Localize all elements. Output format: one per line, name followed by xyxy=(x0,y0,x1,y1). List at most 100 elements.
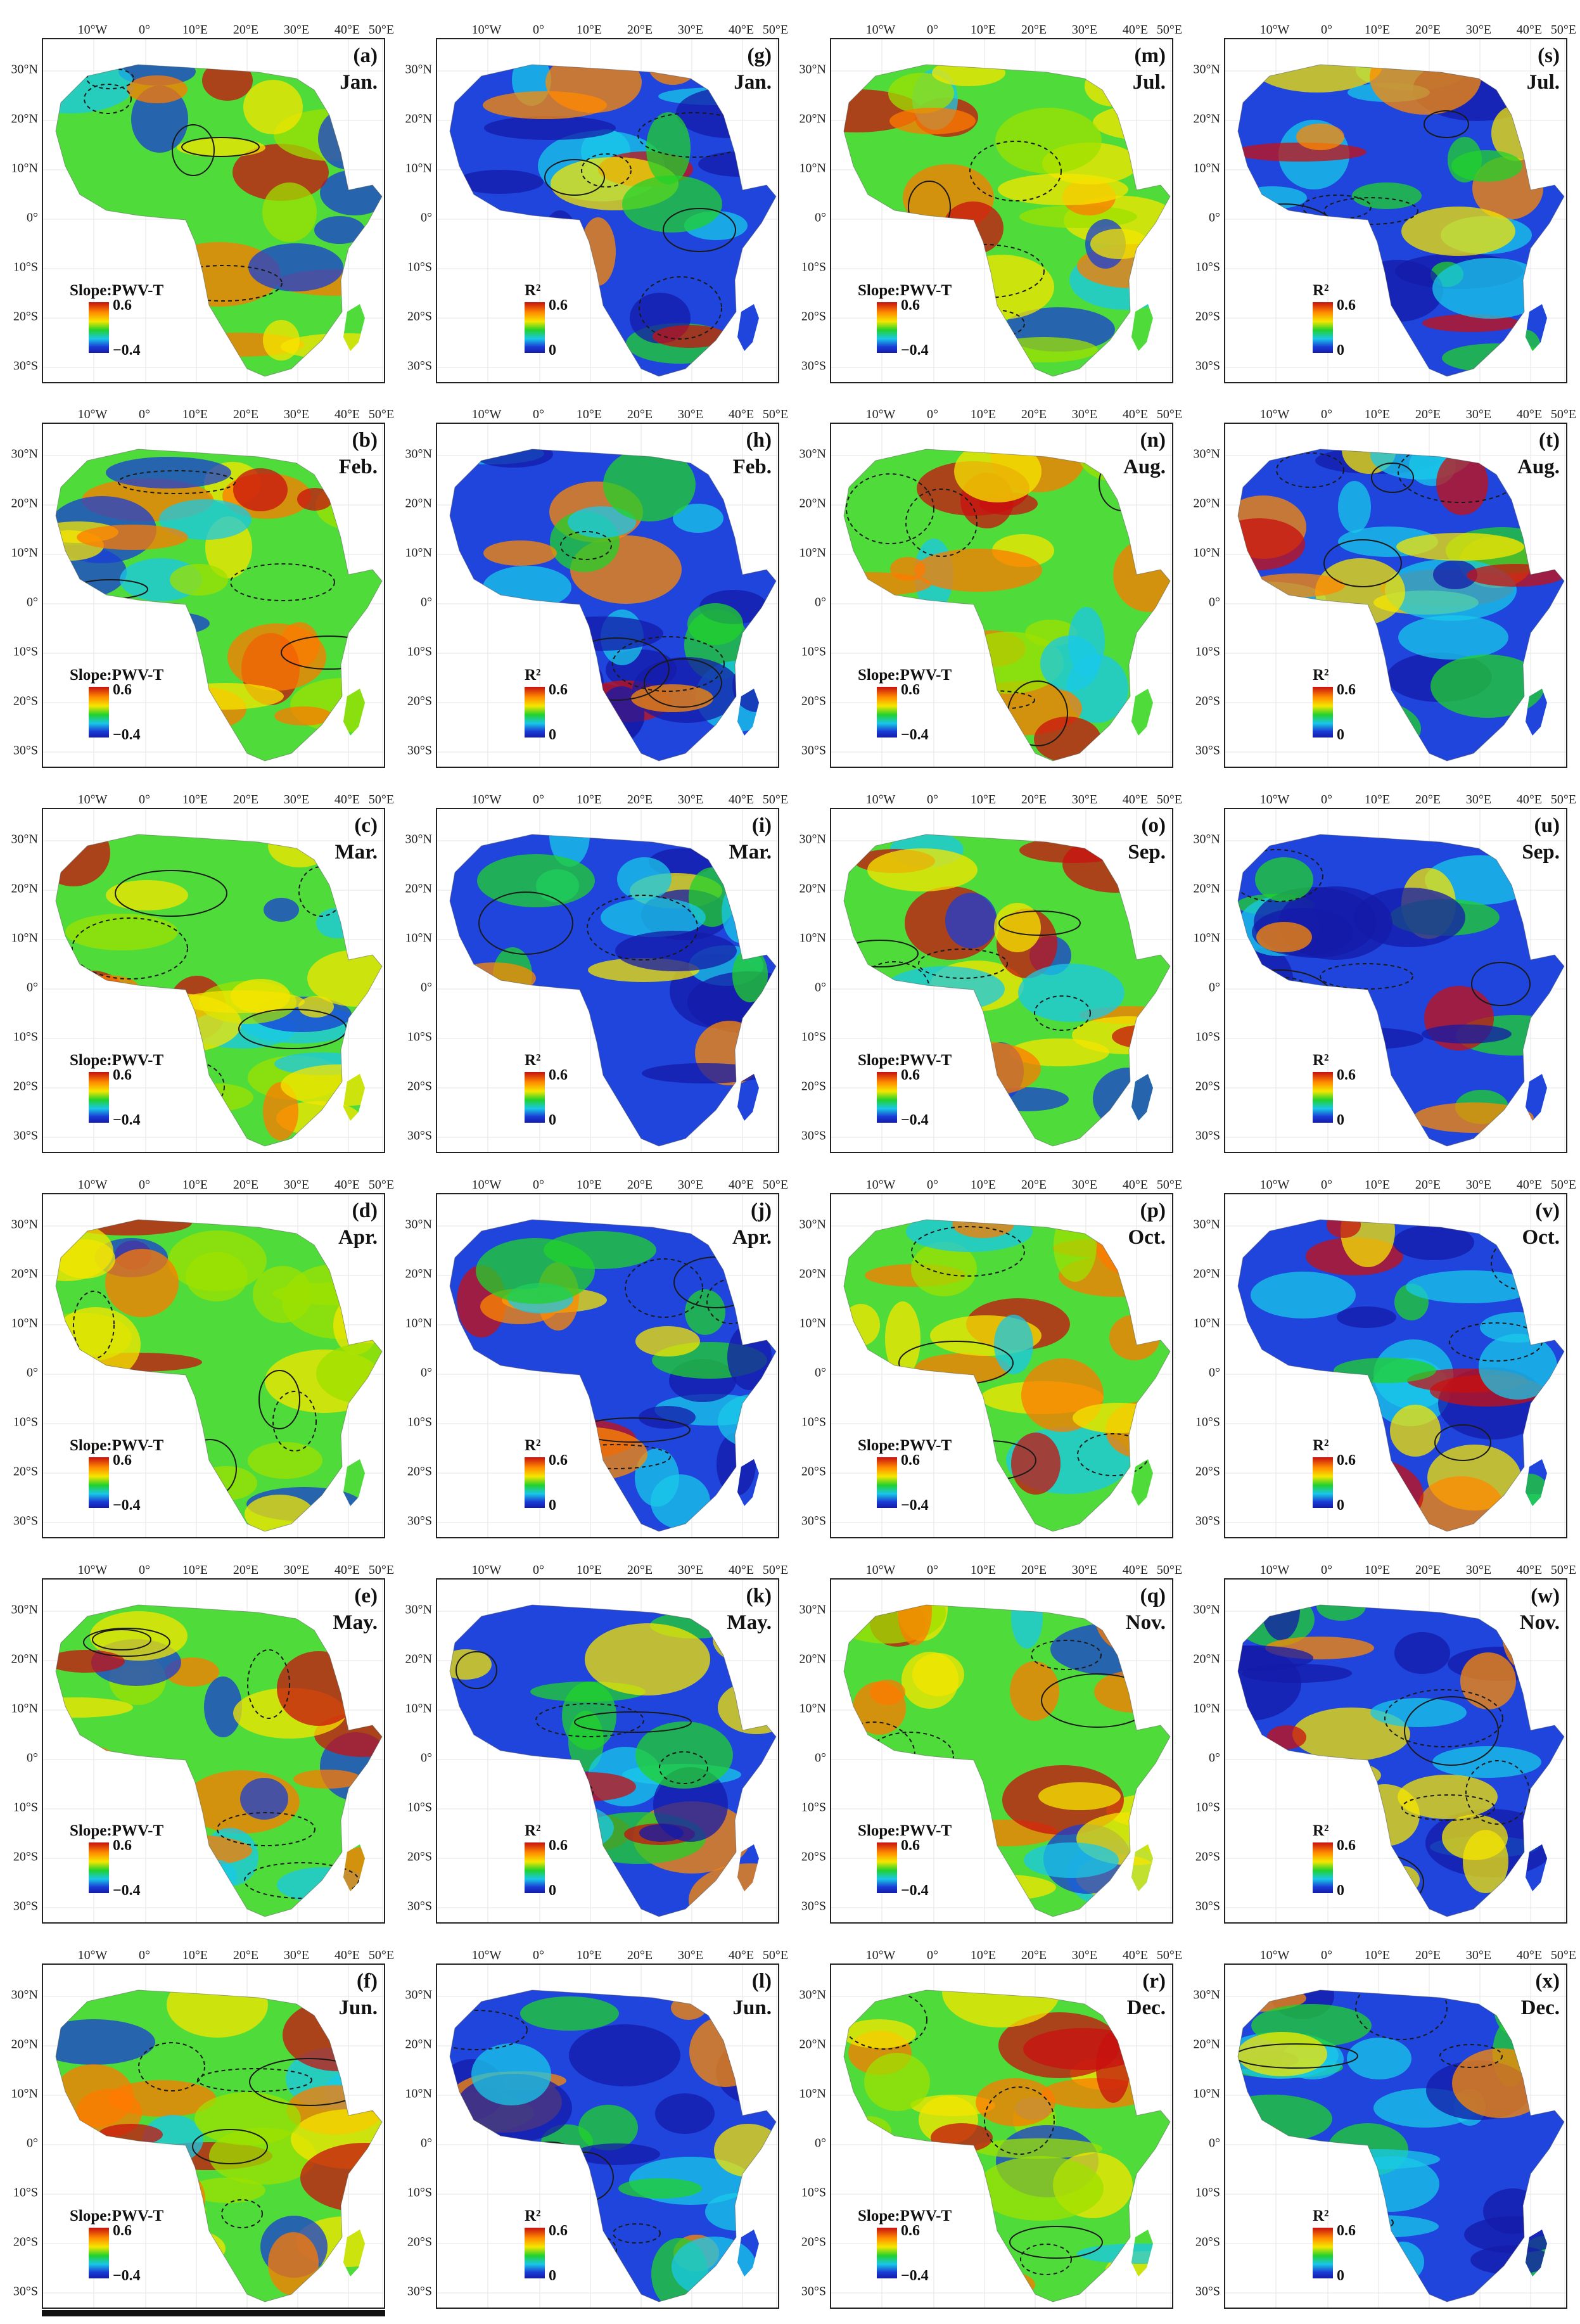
map-panel-h: 10°W 0° 10°E 20°E 30°E 40°E 50°E 30°N 20°N 10°N 0°… xyxy=(405,407,788,768)
colorbar-legend: Slope:PWV-T 0.6 −0.4 xyxy=(70,282,163,359)
longitude-tick-label: 50°E xyxy=(1156,1178,1183,1192)
map-frame xyxy=(42,423,385,768)
panel-label: (r) xyxy=(1142,1970,1166,1993)
longitude-tick-label: 40°E xyxy=(1122,1178,1149,1192)
longitude-tick-label: 10°E xyxy=(970,1948,997,1962)
map-panel-e: 10°W 0° 10°E 20°E 30°E 40°E 50°E 30°N 20°N 10°N 0°… xyxy=(11,1563,394,1924)
map-panel-j: 10°W 0° 10°E 20°E 30°E 40°E 50°E 30°N 20°N 10°N 0°… xyxy=(405,1178,788,1538)
latitude-tick-label: 10°S xyxy=(407,2185,432,2200)
latitude-tick-label: 10°N xyxy=(11,546,38,560)
map-frame xyxy=(830,38,1173,383)
colorbar-legend: R² 0.6 0 xyxy=(1313,282,1381,359)
legend-min: −0.4 xyxy=(113,1882,141,1899)
legend-max: 0.6 xyxy=(1337,682,1356,698)
latitude-tick-label: 20°S xyxy=(801,309,826,324)
longitude-tick-label: 40°E xyxy=(1516,23,1543,37)
longitude-tick-label: 10°W xyxy=(1259,23,1290,37)
map-frame xyxy=(1224,1963,1567,2309)
colorbar-gradient xyxy=(89,302,109,353)
longitude-tick-label: 10°W xyxy=(865,23,896,37)
colorbar-legend: Slope:PWV-T 0.6 −0.4 xyxy=(70,1052,163,1128)
legend-title: Slope:PWV-T xyxy=(858,1052,952,1069)
colorbar-gradient xyxy=(877,302,897,353)
legend-min: 0 xyxy=(1337,1112,1344,1128)
longitude-tick-label: 10°W xyxy=(865,1178,896,1192)
longitude-tick-label: 20°E xyxy=(233,1563,259,1577)
map-frame xyxy=(830,1963,1173,2309)
legend-title: R² xyxy=(1313,667,1329,684)
latitude-tick-label: 30°S xyxy=(407,1128,432,1143)
latitude-tick-label: 20°N xyxy=(405,1267,432,1281)
longitude-tick-label: 40°E xyxy=(334,793,360,807)
longitude-tick-label: 10°W xyxy=(471,407,502,421)
longitude-tick-label: 10°E xyxy=(576,1948,602,1962)
longitude-tick-label: 0° xyxy=(1321,1948,1332,1962)
panel-label: (s) xyxy=(1538,44,1560,67)
longitude-tick-label: 10°W xyxy=(77,1178,108,1192)
latitude-tick-label: 10°S xyxy=(407,644,432,659)
longitude-tick-label: 0° xyxy=(927,1563,938,1577)
colorbar-legend: R² 0.6 0 xyxy=(525,282,593,359)
map-panel-l: 10°W 0° 10°E 20°E 30°E 40°E 50°E 30°N 20°N 10°N 0°… xyxy=(405,1948,788,2309)
longitude-tick-label: 10°E xyxy=(1364,1178,1391,1192)
legend-max: 0.6 xyxy=(901,1452,920,1469)
colorbar-legend: R² 0.6 0 xyxy=(1313,1822,1381,1899)
latitude-tick-label: 20°S xyxy=(407,2235,432,2249)
longitude-tick-label: 0° xyxy=(533,1563,544,1577)
panel-month: Jun. xyxy=(338,1996,378,2019)
latitude-tick-label: 0° xyxy=(1209,980,1220,995)
latitude-tick-label: 10°S xyxy=(13,644,38,659)
longitude-tick-label: 50°E xyxy=(368,1563,395,1577)
latitude-tick-label: 10°N xyxy=(11,1316,38,1331)
legend-title: R² xyxy=(1313,1052,1329,1069)
colorbar-legend: Slope:PWV-T 0.6 −0.4 xyxy=(70,1822,163,1899)
latitude-tick-label: 10°S xyxy=(407,1800,432,1815)
map-panel-m: 10°W 0° 10°E 20°E 30°E 40°E 50°E 30°N 20°N 10°N 0°… xyxy=(800,23,1182,383)
map-field xyxy=(450,65,776,376)
longitude-tick-label: 50°E xyxy=(1550,23,1577,37)
legend-min: −0.4 xyxy=(901,342,929,359)
longitude-tick-label: 50°E xyxy=(368,407,395,421)
legend-title: Slope:PWV-T xyxy=(70,1437,164,1454)
latitude-tick-label: 20°S xyxy=(801,1849,826,1864)
colorbar-legend: Slope:PWV-T 0.6 −0.4 xyxy=(70,667,163,743)
latitude-tick-label: 0° xyxy=(421,980,432,995)
longitude-tick-label: 40°E xyxy=(728,1948,755,1962)
map-frame xyxy=(436,423,779,768)
legend-min: 0 xyxy=(1337,727,1344,743)
latitude-tick-label: 20°S xyxy=(13,309,38,324)
legend-min: −0.4 xyxy=(901,1882,929,1899)
latitude-tick-label: 10°N xyxy=(405,161,432,176)
legend-max: 0.6 xyxy=(549,1452,568,1469)
latitude-tick-label: 20°N xyxy=(799,1267,826,1281)
latitude-tick-label: 30°S xyxy=(13,359,38,373)
longitude-tick-label: 0° xyxy=(533,23,544,37)
latitude-tick-label: 0° xyxy=(1209,595,1220,610)
latitude-tick-label: 0° xyxy=(27,595,38,610)
longitude-tick-label: 20°E xyxy=(1021,1948,1047,1962)
longitude-tick-label: 0° xyxy=(533,1178,544,1192)
colorbar-gradient xyxy=(877,1457,897,1508)
latitude-tick-label: 10°S xyxy=(13,260,38,274)
latitude-tick-label: 30°S xyxy=(13,1899,38,1913)
longitude-tick-label: 20°E xyxy=(627,793,653,807)
africa-map-svg xyxy=(1225,39,1566,382)
latitude-tick-label: 10°N xyxy=(405,546,432,560)
longitude-tick-label: 50°E xyxy=(762,1563,789,1577)
colorbar-gradient xyxy=(877,1842,897,1893)
longitude-tick-label: 40°E xyxy=(728,793,755,807)
longitude-tick-label: 30°E xyxy=(1465,407,1492,421)
latitude-tick-label: 30°S xyxy=(1195,2284,1220,2299)
legend-max: 0.6 xyxy=(901,1067,920,1083)
legend-title: R² xyxy=(1313,1437,1329,1454)
latitude-tick-label: 20°N xyxy=(799,881,826,896)
latitude-tick-label: 30°S xyxy=(801,359,826,373)
latitude-tick-label: 10°S xyxy=(13,2185,38,2200)
latitude-tick-label: 20°N xyxy=(11,1652,38,1666)
longitude-tick-label: 10°E xyxy=(182,793,208,807)
legend-title: Slope:PWV-T xyxy=(858,667,952,684)
colorbar-gradient xyxy=(1313,302,1333,353)
latitude-tick-label: 20°S xyxy=(801,694,826,708)
legend-title: R² xyxy=(1313,1822,1329,1839)
